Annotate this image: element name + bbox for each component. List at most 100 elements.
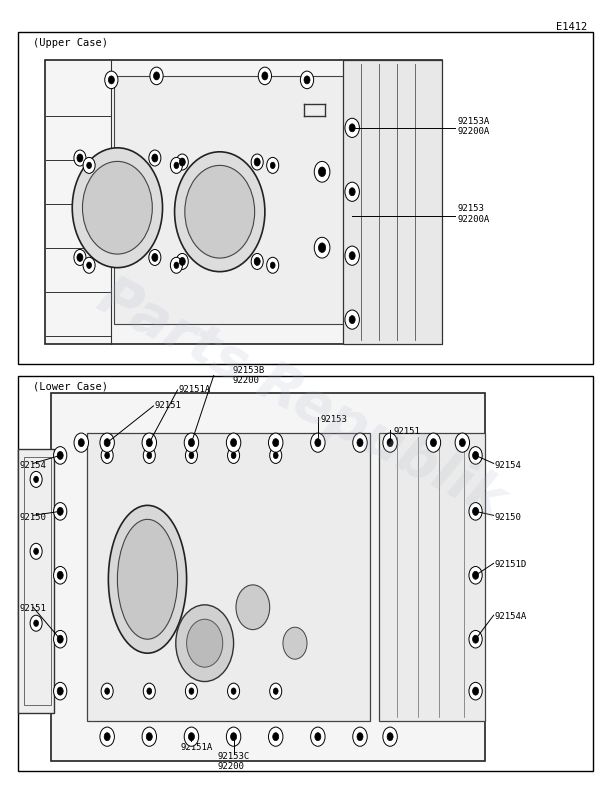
Circle shape: [426, 433, 441, 452]
Circle shape: [154, 72, 160, 80]
Ellipse shape: [117, 519, 178, 639]
Bar: [18, 449, 54, 713]
Circle shape: [105, 71, 118, 89]
Circle shape: [30, 471, 42, 487]
Circle shape: [383, 727, 397, 746]
Circle shape: [188, 439, 194, 447]
Circle shape: [57, 451, 63, 459]
Circle shape: [254, 158, 260, 166]
Circle shape: [87, 162, 92, 169]
Bar: [18, 32, 593, 364]
Circle shape: [270, 162, 275, 169]
Text: 92153: 92153: [321, 415, 348, 424]
Circle shape: [104, 439, 110, 447]
Text: 92151D: 92151D: [495, 560, 527, 570]
Circle shape: [184, 727, 199, 746]
Circle shape: [74, 249, 86, 265]
Circle shape: [149, 249, 161, 265]
Bar: [379, 433, 485, 721]
Circle shape: [314, 237, 330, 258]
Circle shape: [108, 76, 114, 84]
Circle shape: [78, 439, 84, 447]
Circle shape: [270, 447, 282, 463]
Circle shape: [57, 571, 63, 579]
Text: (Upper Case): (Upper Case): [33, 38, 108, 49]
Text: 92154A: 92154A: [495, 612, 527, 622]
Circle shape: [185, 683, 197, 699]
Circle shape: [104, 733, 110, 741]
Text: (Lower Case): (Lower Case): [33, 382, 108, 392]
Circle shape: [469, 447, 482, 464]
Text: 92151A: 92151A: [181, 743, 213, 753]
Circle shape: [469, 630, 482, 648]
Circle shape: [268, 433, 283, 452]
Circle shape: [100, 727, 114, 746]
Bar: [51, 393, 485, 761]
Circle shape: [383, 433, 397, 452]
Circle shape: [231, 733, 237, 741]
Circle shape: [146, 439, 152, 447]
Bar: [343, 60, 442, 344]
Circle shape: [304, 76, 310, 84]
Circle shape: [143, 683, 155, 699]
Circle shape: [228, 683, 240, 699]
Circle shape: [175, 152, 265, 272]
Circle shape: [188, 733, 194, 741]
Circle shape: [315, 439, 321, 447]
Circle shape: [101, 447, 113, 463]
Circle shape: [473, 571, 479, 579]
Text: 92150: 92150: [495, 513, 522, 523]
Ellipse shape: [108, 505, 187, 654]
Circle shape: [345, 310, 359, 329]
Circle shape: [82, 161, 152, 254]
Circle shape: [105, 452, 110, 459]
Circle shape: [83, 257, 95, 273]
Circle shape: [149, 150, 161, 166]
Circle shape: [54, 447, 67, 464]
Circle shape: [473, 635, 479, 643]
Circle shape: [254, 257, 260, 265]
Text: 92153A
92200A: 92153A 92200A: [458, 117, 490, 136]
Circle shape: [152, 253, 158, 261]
Circle shape: [142, 727, 157, 746]
Bar: [24, 457, 51, 705]
Circle shape: [174, 262, 179, 268]
Circle shape: [267, 157, 279, 173]
Circle shape: [473, 507, 479, 515]
Circle shape: [57, 635, 63, 643]
Circle shape: [387, 733, 393, 741]
Circle shape: [185, 165, 255, 258]
Bar: [45, 60, 442, 344]
Circle shape: [74, 150, 86, 166]
Circle shape: [473, 451, 479, 459]
Circle shape: [353, 433, 367, 452]
Circle shape: [54, 566, 67, 584]
Circle shape: [187, 619, 223, 667]
Circle shape: [231, 439, 237, 447]
Circle shape: [228, 447, 240, 463]
Circle shape: [83, 157, 95, 173]
Circle shape: [77, 154, 83, 162]
Text: 92154: 92154: [495, 460, 522, 470]
Circle shape: [152, 154, 158, 162]
Circle shape: [54, 503, 67, 520]
Circle shape: [34, 620, 39, 626]
Circle shape: [270, 262, 275, 268]
Circle shape: [270, 683, 282, 699]
Circle shape: [357, 439, 363, 447]
Circle shape: [150, 67, 163, 85]
Circle shape: [262, 72, 268, 80]
Circle shape: [226, 433, 241, 452]
Circle shape: [146, 733, 152, 741]
Circle shape: [251, 253, 263, 269]
Circle shape: [142, 433, 157, 452]
Circle shape: [473, 687, 479, 695]
Circle shape: [185, 447, 197, 463]
Text: 92154: 92154: [20, 460, 47, 470]
Circle shape: [469, 503, 482, 520]
Circle shape: [176, 253, 188, 269]
Circle shape: [34, 548, 39, 555]
Circle shape: [283, 627, 307, 659]
Circle shape: [170, 157, 182, 173]
Circle shape: [57, 687, 63, 695]
